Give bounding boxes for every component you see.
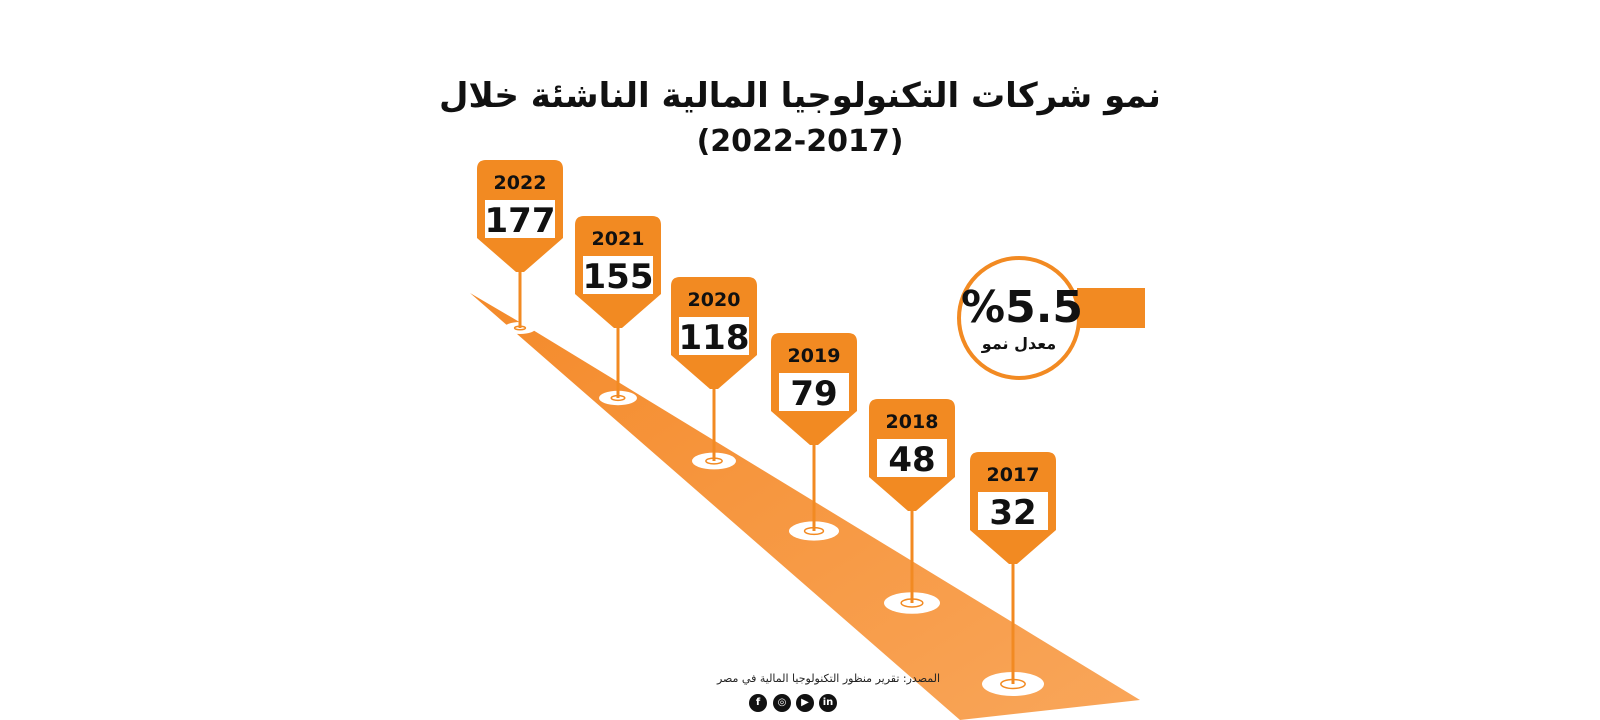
source-note: المصدر: تقرير منظور التكنولوجيا المالية …	[716, 672, 940, 685]
timeline-road	[470, 293, 1140, 720]
marker-value-box	[779, 373, 849, 411]
growth-rate-badge: %5.5 معدل نمو	[957, 256, 1084, 380]
linkedin-icon[interactable]: in	[819, 694, 837, 712]
timeline-marker-2020: 2020 118	[671, 277, 757, 470]
facebook-icon[interactable]: f	[749, 694, 767, 712]
marker-year-label: 2019	[788, 345, 841, 367]
timeline-marker-2019: 2019 79	[771, 333, 857, 541]
growth-tab	[1077, 288, 1145, 328]
marker-year-label: 2021	[592, 228, 645, 250]
chart-subtitle: (2022-2017)	[696, 124, 904, 159]
marker-value-box	[583, 256, 653, 294]
timeline-marker-2021: 2021 155	[575, 216, 661, 406]
marker-year-label: 2022	[494, 172, 547, 194]
marker-value-box	[485, 200, 555, 238]
instagram-icon[interactable]: ◎	[773, 694, 791, 712]
marker-value-label: 177	[485, 201, 556, 241]
marker-year-label: 2017	[987, 464, 1040, 486]
marker-value-label: 118	[679, 318, 750, 358]
growth-rate-label: معدل نمو	[981, 334, 1057, 353]
timeline-marker-2017: 2017 32	[970, 452, 1056, 696]
marker-value-box	[679, 317, 749, 355]
marker-value-box	[877, 439, 947, 477]
marker-year-label: 2018	[886, 411, 939, 433]
marker-year-label: 2020	[688, 289, 741, 311]
marker-value-box	[978, 492, 1048, 530]
chart-title: نمو شركات التكنولوجيا المالية الناشئة خل…	[439, 76, 1161, 116]
youtube-icon[interactable]: ▶	[796, 694, 814, 712]
growth-rate-value: %5.5	[961, 282, 1084, 333]
marker-value-label: 155	[583, 257, 654, 297]
marker-value-label: 79	[790, 374, 837, 414]
marker-value-label: 32	[989, 493, 1036, 533]
timeline-marker-2018: 2018 48	[869, 399, 955, 614]
marker-value-label: 48	[888, 440, 935, 480]
timeline-marker-2022: 2022 177	[477, 160, 563, 334]
